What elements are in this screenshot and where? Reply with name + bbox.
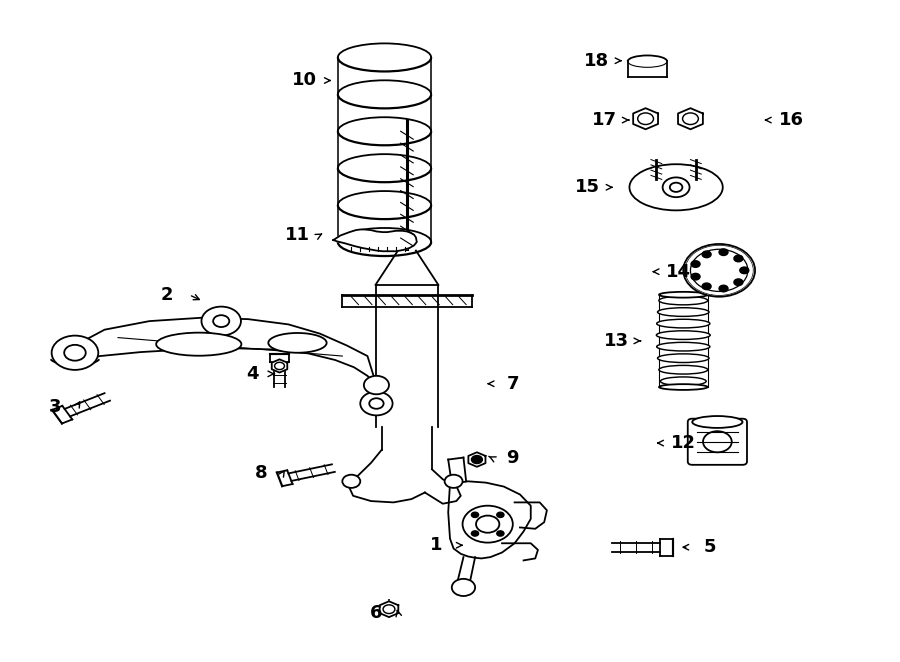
Text: 13: 13	[604, 332, 628, 350]
Polygon shape	[678, 108, 703, 129]
Circle shape	[691, 273, 700, 280]
Circle shape	[463, 506, 513, 543]
Text: 8: 8	[256, 464, 268, 482]
Ellipse shape	[659, 365, 707, 374]
Ellipse shape	[692, 416, 742, 428]
Circle shape	[383, 605, 395, 614]
Circle shape	[476, 516, 500, 533]
Circle shape	[472, 512, 479, 518]
Circle shape	[213, 315, 230, 327]
Circle shape	[702, 283, 711, 290]
Text: 16: 16	[778, 111, 804, 129]
Circle shape	[51, 336, 98, 370]
Text: 18: 18	[584, 52, 608, 70]
Ellipse shape	[157, 332, 241, 355]
Circle shape	[472, 531, 479, 536]
Circle shape	[497, 512, 504, 518]
Text: 10: 10	[292, 71, 317, 89]
Circle shape	[683, 244, 755, 297]
Circle shape	[670, 183, 682, 192]
Ellipse shape	[657, 319, 710, 328]
Ellipse shape	[629, 164, 723, 211]
Ellipse shape	[658, 308, 709, 316]
Ellipse shape	[657, 342, 710, 351]
Ellipse shape	[659, 384, 707, 390]
Circle shape	[682, 113, 698, 124]
Text: 12: 12	[670, 434, 696, 452]
Circle shape	[497, 531, 504, 536]
Circle shape	[690, 250, 748, 291]
Circle shape	[342, 475, 360, 488]
Circle shape	[719, 249, 728, 256]
Circle shape	[364, 376, 389, 395]
Text: 1: 1	[430, 536, 443, 554]
Circle shape	[703, 431, 732, 452]
Circle shape	[445, 475, 463, 488]
Circle shape	[740, 267, 749, 273]
Polygon shape	[272, 359, 287, 373]
Circle shape	[702, 251, 711, 258]
Polygon shape	[380, 601, 399, 617]
Polygon shape	[75, 318, 376, 385]
Ellipse shape	[661, 377, 707, 385]
Text: 11: 11	[285, 226, 310, 244]
Text: 14: 14	[666, 263, 691, 281]
Circle shape	[360, 392, 392, 415]
Text: 17: 17	[592, 111, 617, 129]
Ellipse shape	[656, 331, 710, 340]
Text: 9: 9	[507, 449, 519, 467]
Circle shape	[472, 455, 482, 463]
Circle shape	[719, 285, 728, 292]
Text: 4: 4	[247, 365, 259, 383]
Circle shape	[734, 279, 742, 285]
Polygon shape	[448, 481, 531, 559]
Circle shape	[638, 113, 653, 124]
FancyBboxPatch shape	[688, 418, 747, 465]
Circle shape	[662, 177, 689, 197]
Circle shape	[734, 255, 742, 261]
Polygon shape	[333, 230, 417, 252]
Circle shape	[369, 399, 383, 409]
Text: 6: 6	[370, 604, 382, 622]
Circle shape	[472, 456, 482, 463]
Text: 5: 5	[704, 538, 716, 556]
Circle shape	[202, 307, 241, 336]
Ellipse shape	[268, 333, 327, 353]
Ellipse shape	[659, 292, 707, 298]
Polygon shape	[634, 108, 658, 129]
Text: 2: 2	[161, 286, 174, 304]
Circle shape	[699, 256, 739, 285]
Ellipse shape	[659, 296, 707, 305]
Circle shape	[691, 261, 700, 267]
Text: 3: 3	[49, 398, 61, 416]
Polygon shape	[468, 452, 485, 467]
Circle shape	[64, 345, 86, 361]
Ellipse shape	[658, 354, 709, 363]
Circle shape	[274, 362, 284, 369]
Circle shape	[452, 579, 475, 596]
Text: 15: 15	[575, 178, 599, 197]
Text: 7: 7	[507, 375, 519, 393]
